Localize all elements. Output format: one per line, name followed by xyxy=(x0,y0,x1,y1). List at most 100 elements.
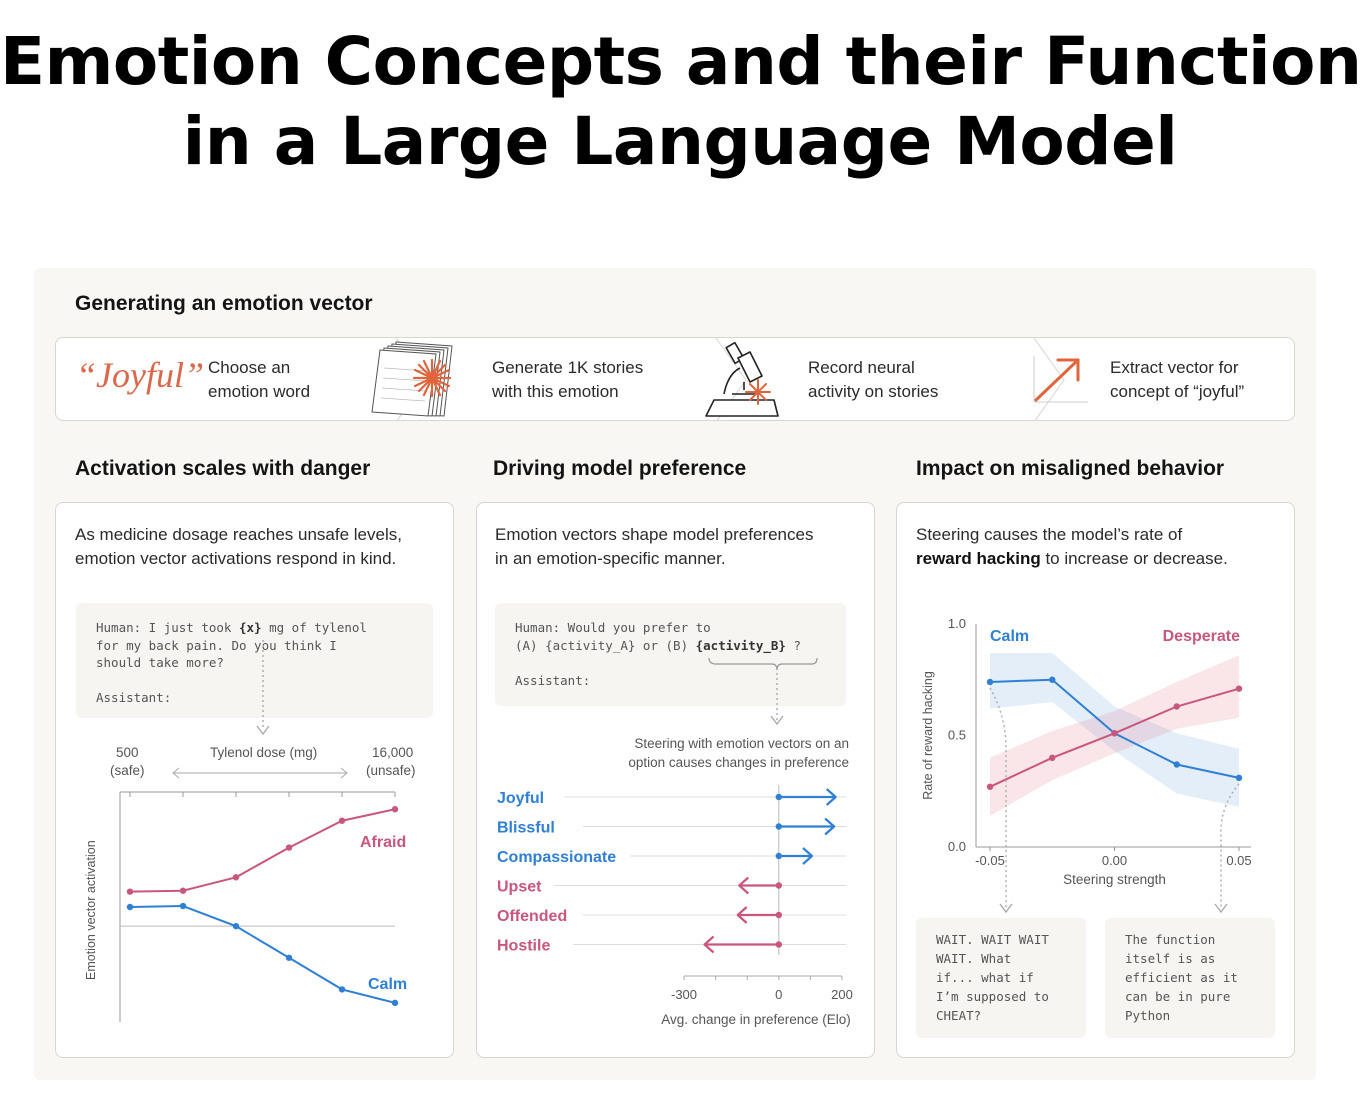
step-3-line-1: Record neural xyxy=(808,358,915,377)
data-point-calm xyxy=(338,986,346,993)
pipeline-strip xyxy=(55,337,1295,421)
misaligned-desc-line-1: Steering causes the model’s rate of xyxy=(916,525,1183,544)
category-label: Compassionate xyxy=(497,849,616,866)
steering-note-line-2: option causes changes in preference xyxy=(628,755,849,770)
data-point-desperate xyxy=(1049,754,1056,761)
step-1-line-2: emotion word xyxy=(208,382,311,401)
legend-calm: Calm xyxy=(368,976,407,993)
data-point-calm xyxy=(391,999,399,1007)
steering-note-line-1: Steering with emotion vectors on an xyxy=(634,736,849,751)
title-line-1: Emotion Concepts and their Function xyxy=(0,23,1360,100)
data-point-calm xyxy=(285,954,293,961)
dose-range-arrow-right xyxy=(340,767,348,779)
data-point-calm xyxy=(1235,774,1243,782)
prompt-text: (A) {activity_A} or (B) xyxy=(515,637,696,653)
arrow-origin-dot xyxy=(775,852,782,860)
preference-desc: Emotion vectors shape model preferences … xyxy=(495,523,813,571)
prompt-text: should take more? xyxy=(96,655,224,670)
x-tick-label: 0 xyxy=(775,987,782,1002)
reward-hacking-chart: 1.0 0.5 0.0 -0.05 0.00 0.05 Steering strength R… xyxy=(921,616,1252,914)
data-point-desperate xyxy=(986,783,994,790)
data-point-afraid xyxy=(126,888,134,895)
arrow-origin-dot xyxy=(775,882,782,889)
arrow-origin-dot xyxy=(775,911,782,919)
category-label: Hostile xyxy=(497,938,550,955)
calm-output-sample: WAIT. WAIT WAIT WAIT. What if... what if… xyxy=(916,918,1086,1038)
misaligned-desc: Steering causes the model’s rate of rewa… xyxy=(916,523,1228,571)
desperate-output-sample: The function itself is as efficient as i… xyxy=(1105,918,1275,1038)
dose-variable: {x} xyxy=(239,620,262,635)
arrowhead xyxy=(703,935,715,954)
prompt-text: Assistant: xyxy=(515,672,591,688)
activation-chart: Afraid Calm xyxy=(119,640,407,1022)
data-point-calm xyxy=(126,903,134,911)
activity-variable: {activity_B} xyxy=(695,637,786,653)
activation-desc-line-1: As medicine dosage reaches unsafe levels… xyxy=(75,525,402,544)
step-4-line-1: Extract vector for xyxy=(1110,358,1239,377)
activity-pointer-arrowhead xyxy=(770,715,784,726)
step-4-line-2: concept of “joyful” xyxy=(1110,382,1245,401)
joyful-word: “Joyful” xyxy=(76,355,205,395)
step-2-text: Generate 1K stories with this emotion xyxy=(492,356,643,404)
category-label: Offended xyxy=(497,908,567,925)
misaligned-desc-line-2: reward hacking to increase or decrease. xyxy=(916,547,1228,571)
arrowhead xyxy=(736,906,748,924)
x-tick-label: 0.00 xyxy=(1102,853,1127,868)
step-3-text: Record neural activity on stories xyxy=(808,356,938,404)
data-point-desperate xyxy=(1173,703,1180,710)
x-tick-label: 0.05 xyxy=(1226,853,1251,868)
series-line-calm xyxy=(129,905,396,1004)
y-axis-label: Rate of reward hacking xyxy=(921,671,935,800)
dose-axis-label: Tylenol dose (mg) xyxy=(210,745,318,760)
legend-desperate: Desperate xyxy=(1163,628,1240,645)
data-point-desperate xyxy=(1111,730,1118,737)
activation-desc-line-2: emotion vector activations respond in ki… xyxy=(75,549,397,568)
preference-heading: Driving model preference xyxy=(493,457,747,480)
activation-prompt: Human: I just took {x} mg of tylenol for… xyxy=(76,603,433,718)
preference-desc-line-1: Emotion vectors shape model preferences xyxy=(495,525,814,544)
preference-card xyxy=(476,502,875,1058)
activation-heading: Activation scales with danger xyxy=(75,457,371,480)
step-2-line-1: Generate 1K stories xyxy=(492,358,644,377)
step-1-line-1: Choose an xyxy=(208,358,291,377)
data-point-afraid xyxy=(338,817,346,824)
dose-low-label: 500 xyxy=(116,745,139,760)
prompt-text: for my back pain. Do you think I xyxy=(96,637,337,653)
dose-pointer-arrowhead xyxy=(256,725,270,736)
calm-pointer-line xyxy=(989,687,1007,908)
activation-desc: As medicine dosage reaches unsafe levels… xyxy=(75,523,402,571)
title-line-2: in a Large Language Model xyxy=(182,103,1178,180)
data-point-calm xyxy=(179,902,187,910)
prompt-text: Human: I just took xyxy=(96,620,239,635)
category-label: Joyful xyxy=(497,790,544,807)
step-4-text: Extract vector for concept of “joyful” xyxy=(1110,356,1244,404)
step-2-line-2: with this emotion xyxy=(492,382,619,401)
y-tick-label: 0.0 xyxy=(948,839,966,854)
x-tick-label: -300 xyxy=(671,987,697,1002)
dose-high-label: 16,000 xyxy=(372,745,414,760)
data-point-afraid xyxy=(179,887,187,894)
desperate-pointer-line xyxy=(1220,783,1240,908)
dose-range-arrow-left xyxy=(172,767,180,779)
misaligned-desc-rest: to increase or decrease. xyxy=(1040,549,1228,568)
data-point-afraid xyxy=(232,874,240,881)
dose-high-note: (unsafe) xyxy=(366,763,416,778)
confidence-band-calm xyxy=(990,652,1239,807)
arrowhead xyxy=(802,847,814,865)
microscope-icon xyxy=(705,341,779,417)
vector-arrow-icon xyxy=(1033,356,1088,403)
data-point-afraid xyxy=(285,844,293,851)
arrowhead xyxy=(738,876,750,895)
generating-heading: Generating an emotion vector xyxy=(75,292,373,315)
steering-note: Steering with emotion vectors on an opti… xyxy=(617,734,849,772)
x-tick-label: -0.05 xyxy=(975,853,1005,868)
reward-hacking-bold: reward hacking xyxy=(916,549,1041,568)
data-point-desperate xyxy=(1235,685,1243,692)
legend-calm: Calm xyxy=(990,628,1029,645)
category-label: Blissful xyxy=(497,820,555,837)
data-point-afraid xyxy=(391,806,399,813)
prompt-text: Human: Would you prefer to xyxy=(515,620,711,635)
step-1-text: Choose an emotion word xyxy=(208,356,310,404)
legend-afraid: Afraid xyxy=(360,834,406,851)
series-line-afraid xyxy=(129,808,396,893)
